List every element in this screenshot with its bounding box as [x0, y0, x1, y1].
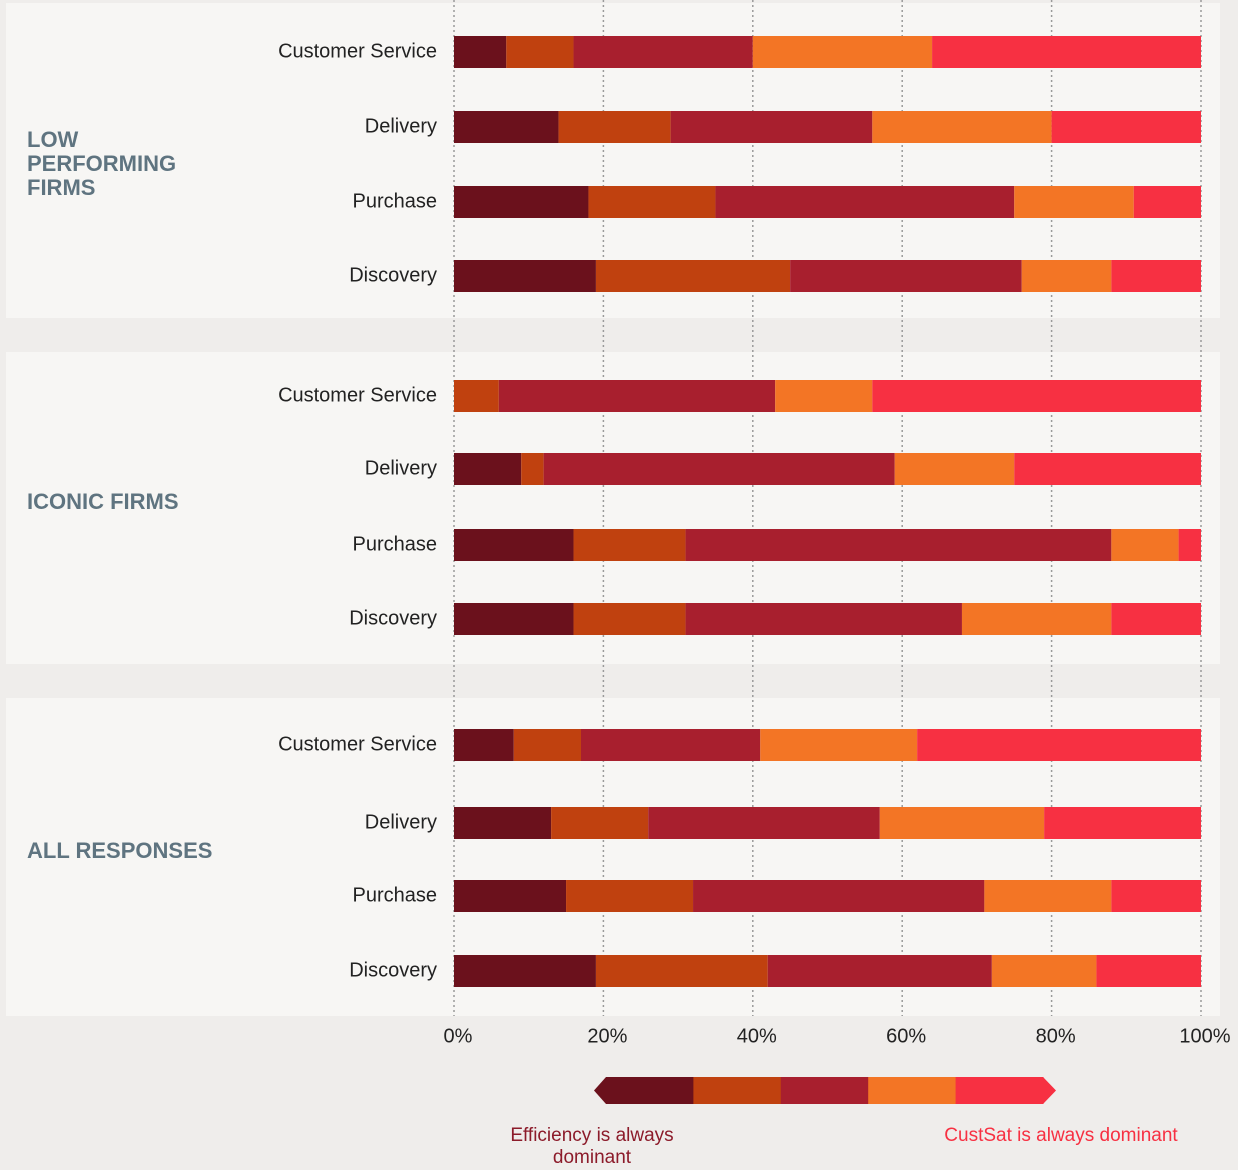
bar-segment — [454, 955, 596, 987]
bar-segment — [648, 807, 880, 839]
x-tick-label: 100% — [1179, 1025, 1230, 1047]
bar-segment — [879, 807, 1045, 839]
x-tick-label: 80% — [1036, 1025, 1076, 1047]
group-title: LOW PERFORMING FIRMS — [27, 127, 177, 200]
bar-segment — [1014, 186, 1134, 218]
bar-segment — [506, 36, 574, 68]
bar-segment — [685, 529, 1112, 561]
category-label: Customer Service — [278, 40, 437, 62]
group-title: ICONIC FIRMS — [27, 489, 179, 514]
bar-segment — [1111, 529, 1179, 561]
legend-arrow-tip — [1043, 1077, 1056, 1104]
bar-segment — [454, 380, 499, 412]
bar-segment — [1096, 955, 1201, 987]
bar-segment — [752, 36, 933, 68]
bar-segment — [693, 880, 985, 912]
bar-segment — [1044, 807, 1201, 839]
legend-swatch — [693, 1077, 782, 1104]
x-tick-label: 20% — [587, 1025, 627, 1047]
bar-segment — [1111, 260, 1201, 292]
x-tick-label: 40% — [737, 1025, 777, 1047]
bar-segment — [767, 955, 992, 987]
category-label: Purchase — [353, 190, 438, 212]
bar-segment — [454, 36, 507, 68]
bar-segment — [1133, 186, 1201, 218]
bar-segment — [454, 729, 514, 761]
bar-segment — [543, 453, 895, 485]
bar-segment — [521, 453, 544, 485]
bar-segment — [588, 186, 716, 218]
bar-segment — [715, 186, 1015, 218]
bar-segment — [1111, 880, 1201, 912]
bar-segment — [595, 260, 791, 292]
bar-segment — [551, 807, 649, 839]
bar-segment — [513, 729, 581, 761]
category-label: Purchase — [353, 884, 438, 906]
bar-segment — [984, 880, 1112, 912]
bar-segment — [790, 260, 1022, 292]
legend-swatch — [780, 1077, 869, 1104]
bar-segment — [991, 955, 1097, 987]
bar-segment — [932, 36, 1201, 68]
bar-segment — [558, 111, 671, 143]
bar-segment — [685, 603, 962, 635]
bar-segment — [775, 380, 873, 412]
bar-segment — [1021, 260, 1112, 292]
x-tick-label: 0% — [444, 1025, 473, 1047]
bar-segment — [454, 111, 559, 143]
bar-segment — [573, 603, 686, 635]
bar-segment — [961, 603, 1112, 635]
category-label: Discovery — [349, 959, 437, 981]
bar-segment — [894, 453, 1015, 485]
category-label: Purchase — [353, 533, 438, 555]
bar-segment — [872, 380, 1201, 412]
legend-swatch — [955, 1077, 1044, 1104]
bar-segment — [454, 880, 567, 912]
legend-label: CustSat is always dominant — [944, 1125, 1178, 1146]
bar-segment — [566, 880, 694, 912]
bar-segment — [498, 380, 776, 412]
legend-swatch — [606, 1077, 694, 1104]
category-label: Delivery — [365, 115, 437, 137]
bar-segment — [917, 729, 1201, 761]
category-label: Discovery — [349, 264, 437, 286]
bar-segment — [670, 111, 873, 143]
category-label: Delivery — [365, 457, 437, 479]
bar-segment — [872, 111, 1052, 143]
bar-segment — [454, 186, 589, 218]
category-label: Delivery — [365, 811, 437, 833]
bar-segment — [1014, 453, 1201, 485]
x-tick-label: 60% — [886, 1025, 926, 1047]
bar-segment — [454, 453, 522, 485]
bar-segment — [1178, 529, 1201, 561]
category-label: Customer Service — [278, 384, 437, 406]
bar-segment — [580, 729, 761, 761]
bar-segment — [573, 529, 686, 561]
bar-segment — [454, 529, 574, 561]
bar-segment — [1051, 111, 1201, 143]
bar-segment — [760, 729, 918, 761]
bar-segment — [454, 260, 596, 292]
bar-segment — [454, 807, 552, 839]
category-label: Customer Service — [278, 733, 437, 755]
bar-segment — [1111, 603, 1201, 635]
bar-segment — [595, 955, 768, 987]
group-title: ALL RESPONSES — [27, 838, 213, 863]
legend-arrow-tip — [594, 1077, 606, 1104]
bar-segment — [454, 603, 574, 635]
bar-segment — [573, 36, 753, 68]
legend-swatch — [868, 1077, 957, 1104]
legend-label: Efficiency is always dominant — [510, 1125, 674, 1168]
category-label: Discovery — [349, 607, 437, 629]
